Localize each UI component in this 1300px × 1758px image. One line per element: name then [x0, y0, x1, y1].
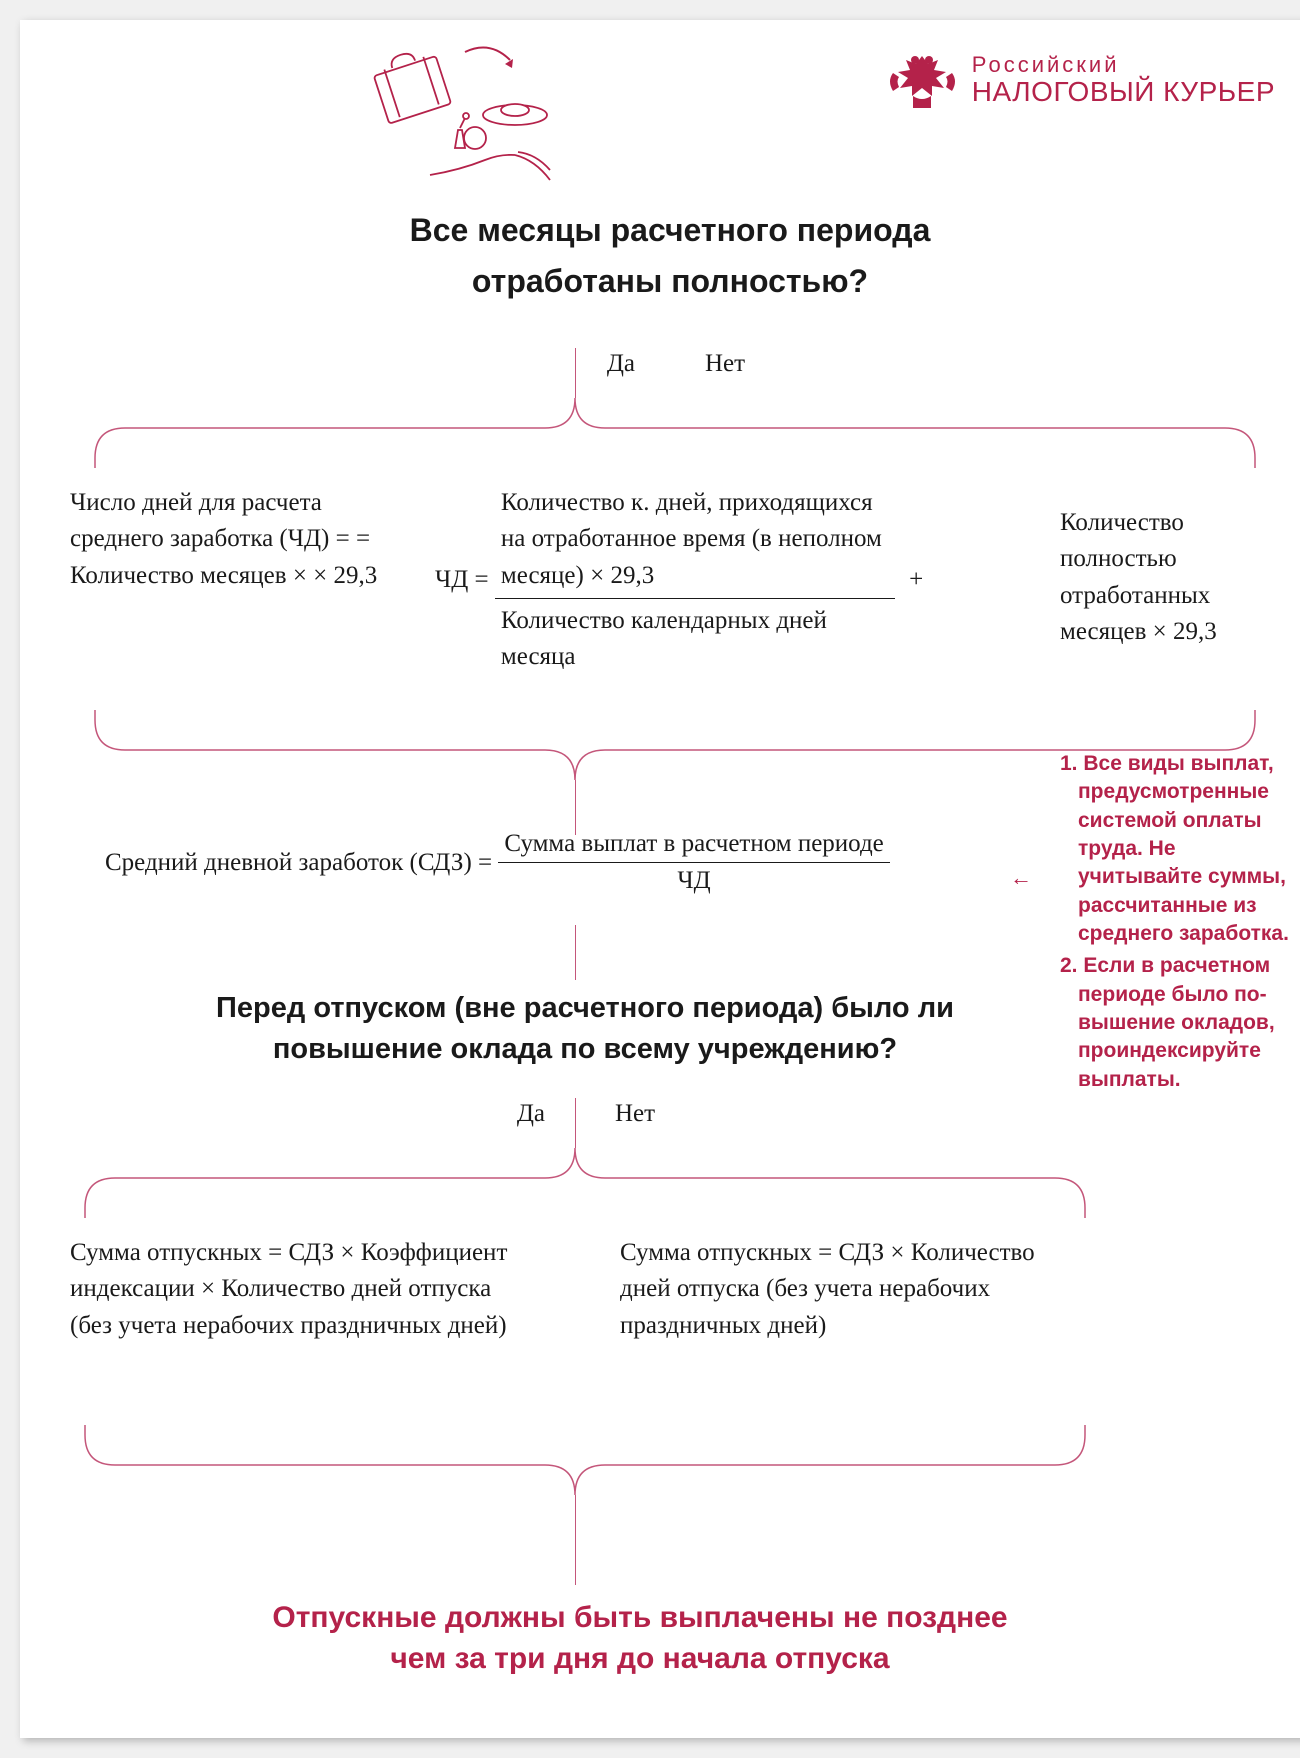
yes-label: Да: [460, 1100, 580, 1128]
branch2-no-box: Сумма отпускных = СДЗ × Количество дней …: [620, 1235, 1070, 1344]
chd-prefix: ЧД =: [435, 562, 489, 598]
final-statement: Отпускные должны быть выплачены не поздн…: [160, 1598, 1120, 1679]
branch1-no-box: ЧД = Количество к. дней, приходя­щихся н…: [435, 485, 1055, 675]
divider: [575, 348, 576, 398]
chd-numerator: Количество к. дней, приходя­щихся на отр…: [495, 485, 895, 598]
no-label: Нет: [580, 1100, 700, 1128]
publication-header: Российский НАЛОГОВЫЙ КУРЬЕР: [885, 48, 1275, 113]
yes-no-1: ДаНет: [20, 350, 1300, 378]
question-2: Перед отпуском (вне расчетного периода) …: [150, 988, 1020, 1069]
chd-denominator: Количество календарных дней месяца: [495, 598, 895, 676]
eagle-logo-icon: [885, 48, 960, 113]
sdz-numerator: Сумма выплат в расчетном периоде: [498, 830, 889, 862]
sdz-formula: Средний дневной заработок (СДЗ) = Сумма …: [105, 830, 1005, 895]
connector: [575, 925, 576, 980]
q1-line1: Все месяцы расчетного периода: [20, 205, 1300, 256]
q2-line1: Перед отпуском (вне расчетного периода) …: [150, 988, 1020, 1029]
connector: [575, 780, 576, 835]
sidenote-item-1: 1. Все виды выплат, предусмотрен­ные сис…: [1060, 750, 1295, 948]
arrow-icon: ←: [1010, 865, 1032, 891]
plus-sign: +: [901, 562, 931, 598]
divider: [575, 1098, 576, 1148]
page: Российский НАЛОГОВЫЙ КУРЬЕР Все месяцы р…: [20, 20, 1300, 1738]
sdz-label: Средний дневной заработок (СДЗ) =: [105, 849, 492, 877]
yes-label: Да: [550, 350, 670, 378]
header-line2: НАЛОГОВЫЙ КУРЬЕР: [972, 77, 1275, 108]
side-note: 1. Все виды выплат, предусмотрен­ные сис…: [1060, 750, 1295, 1098]
bracket-bottom-2: [80, 1425, 1090, 1495]
final-line1: Отпускные должны быть выплачены не поздн…: [160, 1598, 1120, 1639]
q2-line2: повышение оклада по всему учреждению?: [150, 1029, 1020, 1070]
yes-no-2: ДаНет: [20, 1100, 1140, 1128]
final-line2: чем за три дня до начала отпуска: [160, 1639, 1120, 1680]
connector: [575, 1495, 576, 1585]
branch1-yes-box: Число дней для расчета среднего заработк…: [70, 485, 385, 594]
sdz-denominator: ЧД: [498, 862, 889, 895]
bracket-top-1: [90, 398, 1260, 468]
vacation-icon: [370, 40, 570, 200]
branch1-no-extra: Количество полностью отработанных месяце…: [1060, 505, 1270, 650]
question-1: Все месяцы расчетного периода отработаны…: [20, 205, 1300, 307]
no-label: Нет: [670, 350, 790, 378]
bracket-top-2: [80, 1148, 1090, 1218]
q1-line2: отработаны полностью?: [20, 256, 1300, 307]
branch2-yes-box: Сумма отпускных = СДЗ × Коэф­фициент инд…: [70, 1235, 520, 1344]
header-line1: Российский: [972, 53, 1275, 77]
sidenote-item-2: 2. Если в расчетном периоде было по­выше…: [1060, 952, 1295, 1094]
